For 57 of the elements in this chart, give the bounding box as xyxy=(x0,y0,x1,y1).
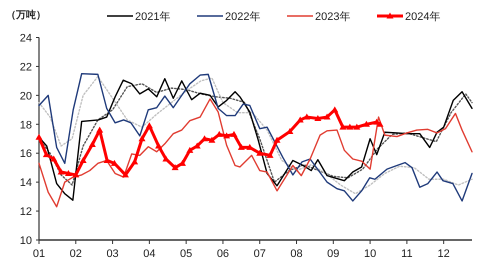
x-tick-label: 08 xyxy=(290,248,303,260)
y-tick-label: 24 xyxy=(20,32,32,44)
y-tick-label: 14 xyxy=(20,177,32,190)
point xyxy=(80,156,87,163)
point xyxy=(50,156,58,162)
point xyxy=(58,168,65,175)
point xyxy=(362,120,370,127)
point xyxy=(201,135,208,142)
point xyxy=(186,146,194,153)
point xyxy=(339,124,346,130)
point xyxy=(96,126,104,133)
x-tick-label: 11 xyxy=(401,248,413,260)
x-tick-label: 10 xyxy=(364,248,376,260)
point xyxy=(72,171,80,178)
point xyxy=(256,150,264,156)
y-tick-label: 20 xyxy=(20,90,32,102)
point xyxy=(346,124,354,130)
x-tick-label: 07 xyxy=(254,248,266,260)
point xyxy=(274,136,281,143)
x-tick-label: 09 xyxy=(327,248,340,260)
x-tick-label: 04 xyxy=(143,248,156,260)
point xyxy=(314,115,322,121)
point xyxy=(238,144,245,150)
point xyxy=(353,124,360,130)
point xyxy=(230,130,238,137)
x-tick-label: 02 xyxy=(70,248,82,260)
point xyxy=(110,160,118,166)
x-tick-label: 03 xyxy=(106,248,119,260)
y-tick-label: 16 xyxy=(20,148,32,160)
point xyxy=(296,116,304,122)
point xyxy=(155,142,162,148)
point xyxy=(146,122,153,128)
point xyxy=(172,164,179,170)
point xyxy=(36,134,42,140)
point xyxy=(64,170,72,176)
point xyxy=(138,135,146,142)
point xyxy=(162,156,170,162)
legend-label: 2023年 xyxy=(315,11,350,23)
x-tick-label: 12 xyxy=(438,248,450,260)
point xyxy=(88,141,96,148)
point xyxy=(223,132,230,138)
x-tick-label: 01 xyxy=(32,248,46,260)
y-axis-title: （万吨） xyxy=(6,9,46,21)
legend-label: 2021年 xyxy=(135,11,170,23)
point xyxy=(324,114,331,120)
x-tick-label: 06 xyxy=(216,248,230,260)
y-tick-label: 18 xyxy=(20,119,32,132)
y-tick-label: 22 xyxy=(20,61,32,74)
legend-label: 2022年 xyxy=(225,11,260,23)
legend-label: 2024年 xyxy=(405,11,440,23)
point xyxy=(266,152,274,158)
point xyxy=(376,120,384,127)
x-tick-label: 05 xyxy=(180,248,192,260)
y-tick-label: 10 xyxy=(20,235,32,247)
y-tick-label: 12 xyxy=(20,206,32,218)
point xyxy=(122,171,129,178)
point xyxy=(208,136,216,143)
